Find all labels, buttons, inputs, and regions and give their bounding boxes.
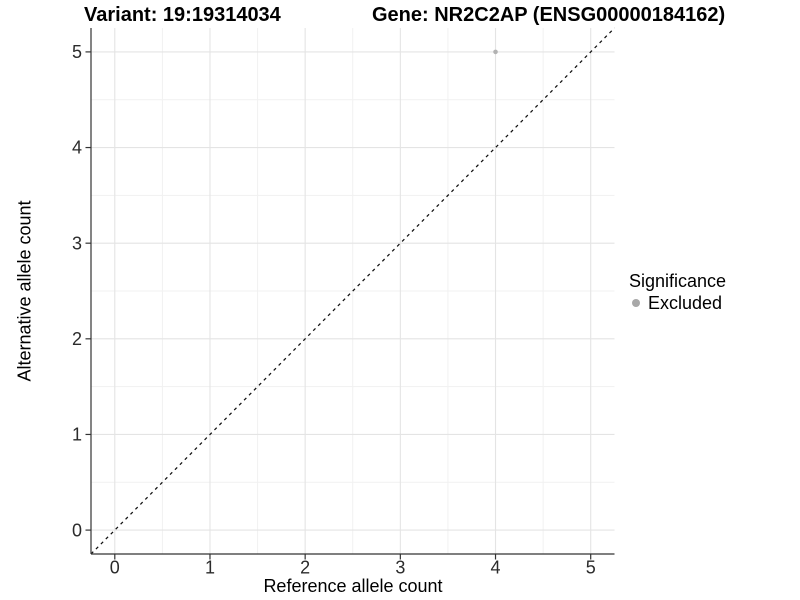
y-tick-label: 3 [72,233,82,253]
x-tick-label: 2 [300,558,310,578]
legend: Significance Excluded [629,271,726,313]
plot-title-gene: Gene: NR2C2AP (ENSG00000184162) [372,4,726,26]
x-axis-title: Reference allele count [263,576,443,596]
y-axis-title: Alternative allele count [14,200,35,382]
x-tick-label: 4 [491,558,501,578]
y-tick-label: 4 [72,138,82,158]
plot-title-variant: Variant: 19:19314034 [84,4,281,26]
x-tick-label: 1 [205,558,215,578]
legend-point-icon [632,299,640,307]
x-tick-label: 5 [586,558,596,578]
legend-title: Significance [629,271,727,291]
x-tick-label: 3 [395,558,405,578]
x-tick-label: 0 [110,558,120,578]
y-tick-label: 1 [72,425,82,445]
y-tick-label: 2 [72,329,82,349]
identity-line [90,27,615,555]
y-tick-label: 5 [72,42,82,62]
legend-item-excluded: Excluded [629,293,726,313]
data-point [493,49,498,55]
legend-item-label: Excluded [648,293,723,313]
y-tick-label: 0 [72,520,82,540]
